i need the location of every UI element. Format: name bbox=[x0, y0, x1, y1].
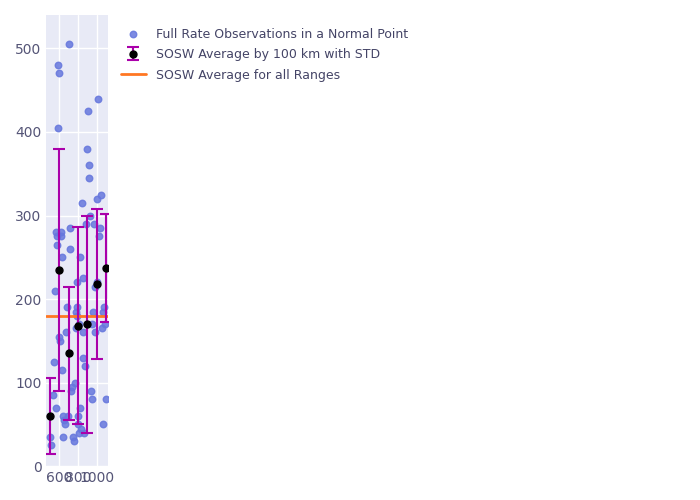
Full Rate Observations in a Normal Point bbox=[65, 245, 76, 253]
Full Rate Observations in a Normal Point bbox=[80, 220, 92, 228]
Full Rate Observations in a Normal Point bbox=[76, 199, 88, 207]
Full Rate Observations in a Normal Point bbox=[70, 308, 81, 316]
Full Rate Observations in a Normal Point bbox=[85, 387, 97, 395]
Full Rate Observations in a Normal Point bbox=[63, 40, 74, 48]
Full Rate Observations in a Normal Point bbox=[80, 362, 91, 370]
Full Rate Observations in a Normal Point bbox=[99, 304, 110, 312]
Full Rate Observations in a Normal Point bbox=[82, 144, 93, 152]
Full Rate Observations in a Normal Point bbox=[48, 358, 60, 366]
Full Rate Observations in a Normal Point bbox=[62, 412, 74, 420]
Full Rate Observations in a Normal Point bbox=[71, 278, 82, 286]
Full Rate Observations in a Normal Point bbox=[51, 228, 62, 236]
Full Rate Observations in a Normal Point bbox=[52, 232, 63, 240]
Full Rate Observations in a Normal Point bbox=[46, 442, 57, 450]
Full Rate Observations in a Normal Point bbox=[55, 232, 66, 240]
Full Rate Observations in a Normal Point bbox=[74, 320, 85, 328]
Full Rate Observations in a Normal Point bbox=[94, 232, 105, 240]
Full Rate Observations in a Normal Point bbox=[75, 254, 86, 262]
Full Rate Observations in a Normal Point bbox=[83, 107, 94, 115]
Full Rate Observations in a Normal Point bbox=[47, 391, 58, 399]
Full Rate Observations in a Normal Point bbox=[55, 337, 66, 345]
Full Rate Observations in a Normal Point bbox=[74, 404, 85, 411]
Full Rate Observations in a Normal Point bbox=[73, 412, 84, 420]
Full Rate Observations in a Normal Point bbox=[94, 224, 106, 232]
Full Rate Observations in a Normal Point bbox=[56, 254, 67, 262]
Full Rate Observations in a Normal Point bbox=[69, 437, 80, 445]
Full Rate Observations in a Normal Point bbox=[90, 328, 101, 336]
Full Rate Observations in a Normal Point bbox=[74, 428, 85, 436]
Full Rate Observations in a Normal Point bbox=[60, 328, 71, 336]
Full Rate Observations in a Normal Point bbox=[83, 174, 94, 182]
Full Rate Observations in a Normal Point bbox=[51, 240, 62, 248]
Full Rate Observations in a Normal Point bbox=[52, 61, 64, 69]
Full Rate Observations in a Normal Point bbox=[96, 190, 107, 198]
Full Rate Observations in a Normal Point bbox=[72, 420, 83, 428]
Full Rate Observations in a Normal Point bbox=[88, 220, 99, 228]
Full Rate Observations in a Normal Point bbox=[57, 366, 68, 374]
Full Rate Observations in a Normal Point bbox=[54, 332, 65, 340]
Full Rate Observations in a Normal Point bbox=[44, 433, 55, 441]
Full Rate Observations in a Normal Point bbox=[55, 228, 66, 236]
Full Rate Observations in a Normal Point bbox=[83, 162, 94, 170]
Full Rate Observations in a Normal Point bbox=[100, 396, 111, 404]
Full Rate Observations in a Normal Point bbox=[97, 324, 108, 332]
Full Rate Observations in a Normal Point bbox=[97, 308, 108, 316]
Full Rate Observations in a Normal Point bbox=[78, 274, 89, 282]
Full Rate Observations in a Normal Point bbox=[86, 396, 97, 404]
Full Rate Observations in a Normal Point bbox=[88, 308, 99, 316]
Full Rate Observations in a Normal Point bbox=[97, 420, 108, 428]
Full Rate Observations in a Normal Point bbox=[89, 282, 100, 290]
Full Rate Observations in a Normal Point bbox=[57, 433, 69, 441]
Full Rate Observations in a Normal Point bbox=[87, 320, 98, 328]
Full Rate Observations in a Normal Point bbox=[93, 94, 104, 102]
Full Rate Observations in a Normal Point bbox=[92, 195, 103, 203]
Legend: Full Rate Observations in a Normal Point, SOSW Average by 100 km with STD, SOSW : Full Rate Observations in a Normal Point… bbox=[115, 21, 414, 88]
Full Rate Observations in a Normal Point bbox=[85, 212, 96, 220]
Full Rate Observations in a Normal Point bbox=[78, 354, 89, 362]
Full Rate Observations in a Normal Point bbox=[60, 420, 71, 428]
Full Rate Observations in a Normal Point bbox=[99, 320, 111, 328]
Full Rate Observations in a Normal Point bbox=[71, 324, 82, 332]
Full Rate Observations in a Normal Point bbox=[71, 312, 83, 320]
Full Rate Observations in a Normal Point bbox=[91, 278, 102, 286]
Full Rate Observations in a Normal Point bbox=[66, 387, 77, 395]
Full Rate Observations in a Normal Point bbox=[50, 404, 61, 411]
Full Rate Observations in a Normal Point bbox=[58, 416, 69, 424]
Full Rate Observations in a Normal Point bbox=[57, 412, 68, 420]
Full Rate Observations in a Normal Point bbox=[66, 383, 78, 391]
Full Rate Observations in a Normal Point bbox=[79, 428, 90, 436]
Full Rate Observations in a Normal Point bbox=[77, 328, 88, 336]
SOSW Average for all Ranges bbox=[0, 313, 8, 319]
Full Rate Observations in a Normal Point bbox=[53, 70, 64, 78]
Full Rate Observations in a Normal Point bbox=[75, 424, 86, 432]
SOSW Average for all Ranges bbox=[0, 313, 8, 319]
Full Rate Observations in a Normal Point bbox=[50, 286, 61, 294]
Full Rate Observations in a Normal Point bbox=[68, 433, 79, 441]
Full Rate Observations in a Normal Point bbox=[72, 304, 83, 312]
Full Rate Observations in a Normal Point bbox=[61, 304, 72, 312]
Full Rate Observations in a Normal Point bbox=[64, 224, 75, 232]
Full Rate Observations in a Normal Point bbox=[69, 378, 80, 386]
Full Rate Observations in a Normal Point bbox=[52, 124, 64, 132]
